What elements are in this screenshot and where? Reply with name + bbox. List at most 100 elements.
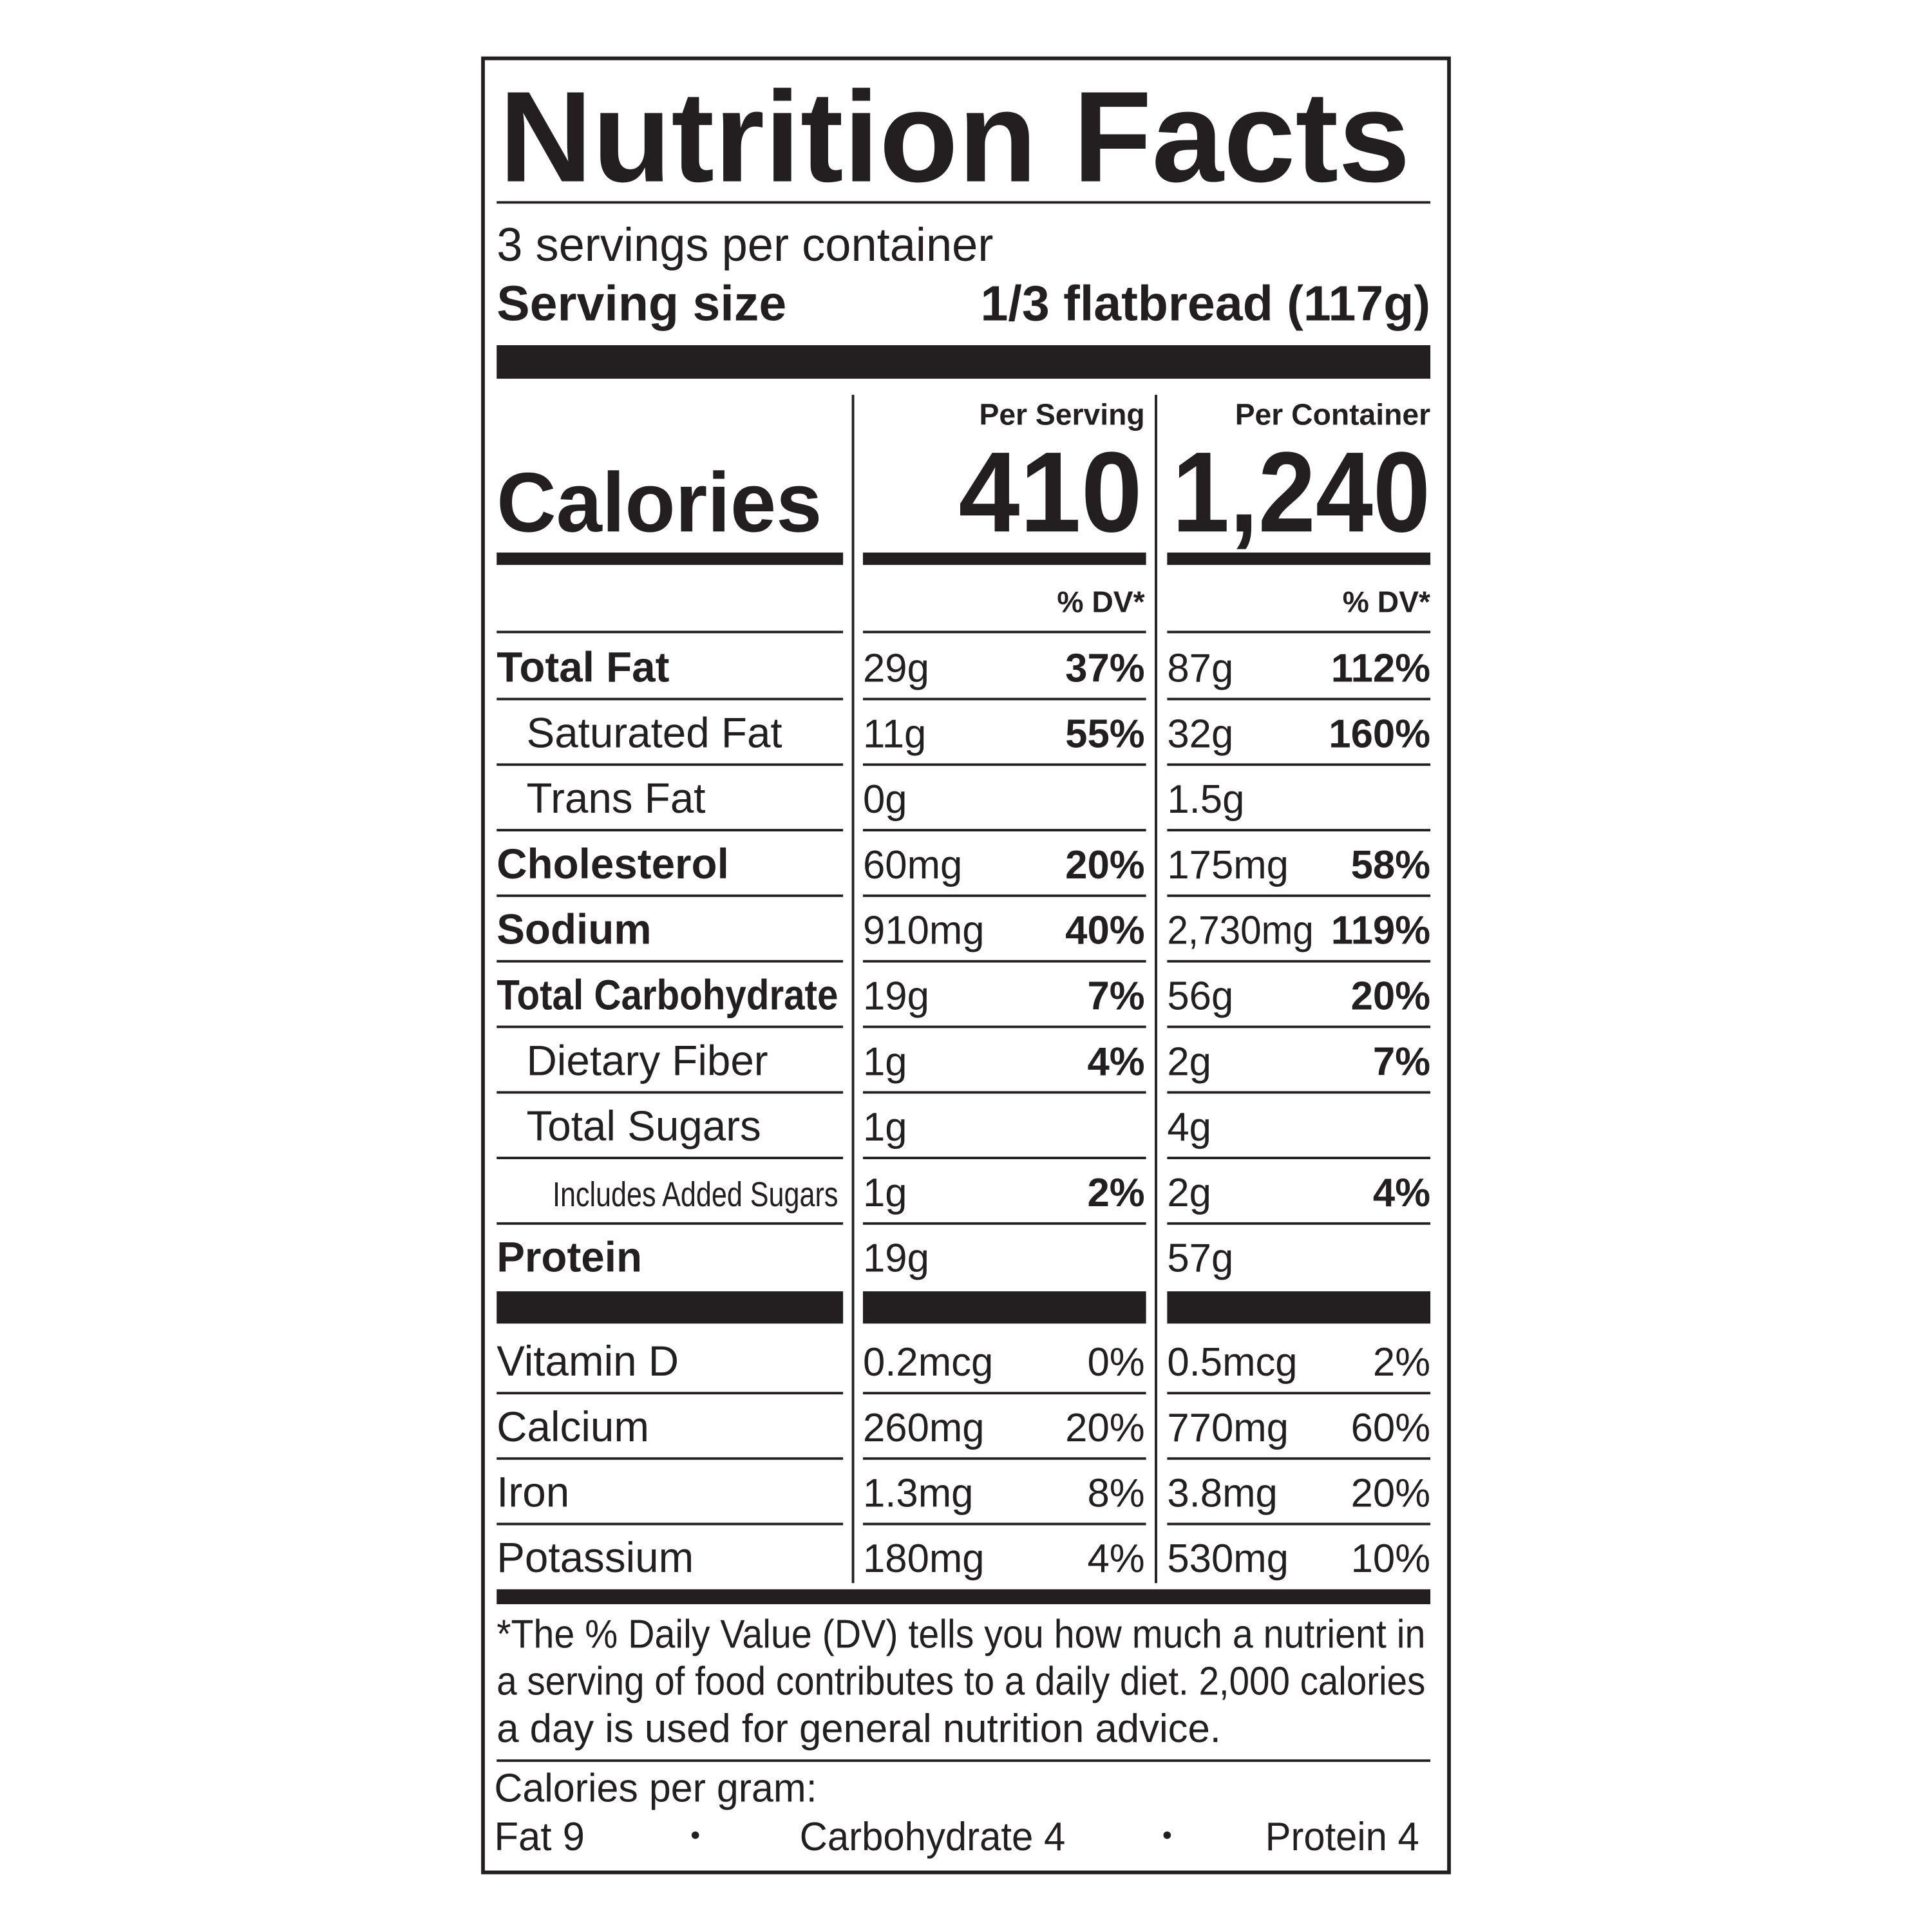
row-rule [1167, 960, 1431, 963]
row-rule [862, 1157, 1146, 1159]
daily-value: 112% [1331, 646, 1430, 690]
daily-value: 7% [1373, 1039, 1430, 1084]
thick-bar [497, 1291, 844, 1324]
amount: 1g [863, 1039, 907, 1084]
rule [497, 1759, 1431, 1762]
daily-value: 4% [1087, 1537, 1144, 1581]
nutrient-name: Saturated Fat [526, 709, 782, 756]
row-rule [497, 1222, 844, 1225]
nutrient-name: Sodium [497, 906, 651, 953]
row-rule [862, 630, 1146, 634]
row-rule [1167, 630, 1431, 634]
amount: 260mg [863, 1406, 985, 1450]
daily-value: 20% [1065, 843, 1144, 887]
amount: 1g [863, 1105, 907, 1150]
row-rule [862, 697, 1146, 701]
row-rule [1167, 1457, 1431, 1460]
amount: 57g [1167, 1236, 1233, 1281]
amount: 19g [863, 974, 929, 1018]
calories-per-gram: Carbohydrate 4 [800, 1815, 1066, 1859]
row-rule [862, 1392, 1146, 1395]
daily-value: 58% [1351, 843, 1430, 887]
daily-value: 2% [1087, 1171, 1144, 1215]
daily-value: 20% [1065, 1406, 1144, 1450]
row-rule [1167, 1222, 1431, 1225]
nutrient-name: Vitamin D [497, 1338, 679, 1385]
daily-value: 40% [1065, 909, 1144, 953]
calories-value: 1,240 [1172, 428, 1430, 556]
column-divider [851, 395, 855, 1584]
amount: 910mg [863, 909, 985, 953]
row-rule [497, 894, 844, 897]
servings: 3 servings per container [497, 218, 993, 271]
nutrient-name: Protein [497, 1234, 642, 1281]
amount: 0.5mcg [1167, 1340, 1297, 1385]
row-rule [862, 829, 1146, 832]
nutrient-name: Includes Added Sugars [553, 1175, 838, 1214]
row-rule [497, 1157, 844, 1159]
dv-header: % DV* [1343, 585, 1430, 619]
amount: 1.3mg [863, 1471, 973, 1515]
footnote: a day is used for general nutrition advi… [497, 1707, 1221, 1751]
serving-size-label: Serving size [497, 276, 786, 331]
row-rule [497, 829, 844, 832]
daily-value: 60% [1351, 1406, 1430, 1450]
row-rule [497, 630, 844, 634]
daily-value: 160% [1329, 712, 1430, 756]
row-rule [1167, 1157, 1431, 1159]
row-rule [1167, 894, 1431, 897]
daily-value: 55% [1065, 712, 1144, 756]
daily-value: 8% [1087, 1471, 1144, 1515]
daily-value: 4% [1087, 1039, 1144, 1084]
amount: 2g [1167, 1171, 1211, 1215]
amount: 1.5g [1167, 777, 1244, 822]
daily-value: 0% [1087, 1340, 1144, 1385]
nutrient-name: Total Sugars [526, 1103, 761, 1150]
amount: 56g [1167, 974, 1233, 1018]
amount: 0g [863, 777, 907, 822]
daily-value: 7% [1087, 974, 1144, 1018]
amount: 2g [1167, 1039, 1211, 1084]
calories-value: 410 [958, 428, 1142, 556]
daily-value: 2% [1373, 1340, 1430, 1385]
serving-size-value: 1/3 flatbread (117g) [981, 276, 1431, 331]
daily-value: 4% [1373, 1171, 1430, 1215]
footnote: a serving of food contributes to a daily… [497, 1660, 1425, 1704]
nutrient-name: Cholesterol [497, 840, 729, 887]
calories-label: Calories [497, 455, 822, 549]
amount: 175mg [1167, 843, 1289, 887]
row-rule [862, 1522, 1146, 1526]
rule [497, 201, 1431, 204]
nutrient-name: Potassium [497, 1534, 694, 1581]
thick-bar [497, 1589, 1431, 1605]
daily-value: 119% [1331, 909, 1430, 953]
calories-per-gram: Protein 4 [1265, 1815, 1419, 1859]
amount: 29g [863, 646, 929, 690]
daily-value: 20% [1351, 974, 1430, 1018]
column-header: Per Serving [979, 397, 1144, 431]
column-header: Per Container [1235, 397, 1430, 431]
row-rule [497, 697, 844, 701]
nutrient-name: Trans Fat [526, 775, 705, 822]
nutrient-name: Dietary Fiber [526, 1037, 768, 1084]
thick-bar [497, 345, 1431, 379]
row-rule [497, 1457, 844, 1460]
thick-bar [862, 1291, 1146, 1324]
row-rule [497, 763, 844, 766]
amount: 1g [863, 1171, 907, 1215]
nutrient-name: Total Fat [497, 643, 669, 690]
row-rule [1167, 763, 1431, 766]
thick-bar [1167, 1291, 1431, 1324]
amount: 3.8mg [1167, 1471, 1277, 1515]
daily-value: 10% [1351, 1537, 1430, 1581]
row-rule [497, 960, 844, 963]
row-rule [1167, 1392, 1431, 1395]
amount: 87g [1167, 646, 1233, 690]
calories-bar [1167, 552, 1431, 565]
row-rule [497, 1025, 844, 1028]
dv-header: % DV* [1057, 585, 1144, 619]
bullet [1163, 1831, 1171, 1839]
amount: 2,730mg [1167, 909, 1314, 953]
row-rule [1167, 829, 1431, 832]
